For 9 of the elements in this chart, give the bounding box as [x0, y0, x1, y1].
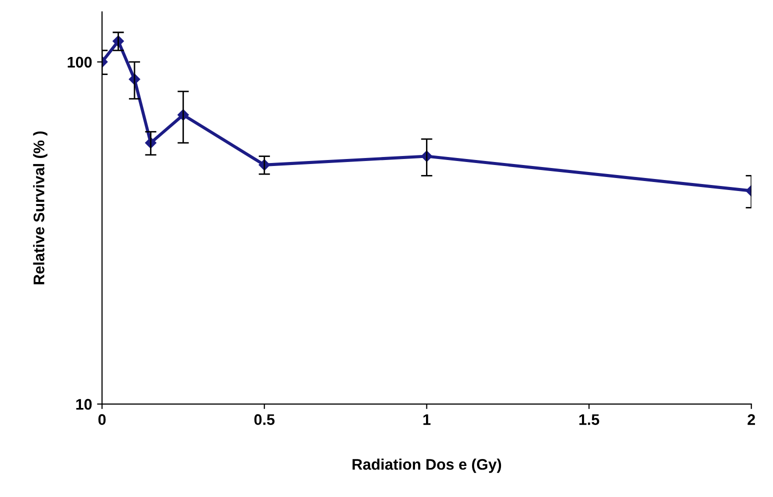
- x-tick-label: 2: [748, 414, 755, 425]
- x-tick-label: 0: [98, 414, 106, 426]
- x-tick-label: 1.5: [579, 414, 600, 426]
- y-tick-label: 10: [76, 398, 92, 410]
- x-axis-title: Radiation Dos e (Gy): [352, 458, 502, 473]
- y-axis-title: Relative Survival (% ): [33, 131, 48, 284]
- y-tick-label: 100: [68, 56, 92, 68]
- x-tick-label: 0.5: [254, 414, 275, 426]
- x-tick-label: 1: [423, 414, 431, 425]
